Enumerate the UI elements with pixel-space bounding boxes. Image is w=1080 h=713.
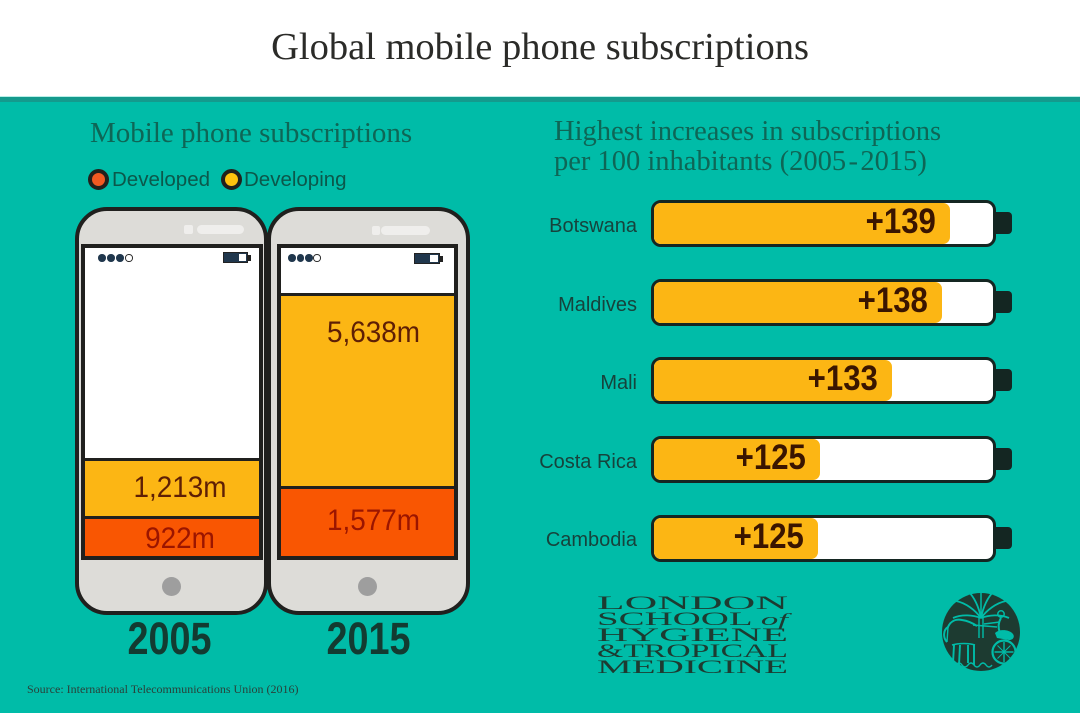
svg-text:&TROPICAL: &TROPICAL xyxy=(597,641,788,662)
svg-text:LONDON: LONDON xyxy=(597,593,789,614)
svg-text:SCHOOL of: SCHOOL of xyxy=(597,609,793,630)
svg-text:MEDICINE: MEDICINE xyxy=(597,657,788,678)
svg-text:HYGIENE: HYGIENE xyxy=(597,625,788,646)
